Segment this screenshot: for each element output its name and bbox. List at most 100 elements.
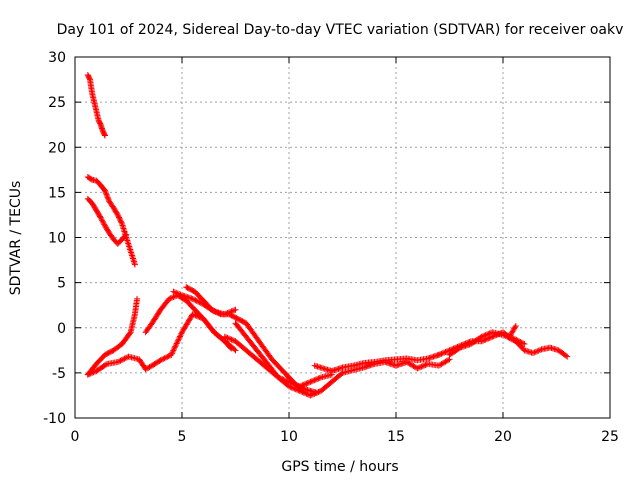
x-tick-label: 20 [494, 429, 512, 445]
data-point [157, 357, 164, 364]
data-point [175, 336, 182, 343]
data-point [101, 131, 108, 138]
data-point [280, 376, 287, 383]
data-point [168, 351, 175, 358]
data-point [310, 377, 317, 384]
data-point [315, 389, 322, 396]
data-point [116, 214, 123, 221]
data-point [298, 382, 305, 389]
data-point [173, 289, 180, 296]
data-point [422, 361, 429, 368]
data-point [564, 353, 571, 360]
data-point [195, 298, 202, 305]
data-point [87, 370, 94, 377]
data-point [101, 132, 108, 139]
data-point [228, 308, 235, 315]
data-point [100, 220, 107, 227]
data-point [101, 221, 108, 228]
data-point [174, 339, 181, 346]
data-point [312, 390, 319, 397]
data-point [307, 392, 314, 399]
y-axis-label: SDTVAR / TECUs [8, 181, 24, 296]
data-point [115, 213, 122, 220]
data-point [177, 332, 184, 339]
data-point [117, 217, 124, 224]
series-arc-3 [84, 195, 130, 247]
data-point [302, 390, 309, 397]
data-point [338, 370, 345, 377]
data-point [170, 294, 177, 301]
data-point [86, 371, 93, 378]
data-point [167, 295, 174, 302]
data-point [143, 365, 150, 372]
data-point [170, 288, 177, 295]
data-point [97, 214, 104, 221]
series-arc-8 [170, 288, 239, 318]
data-point [168, 350, 175, 357]
data-point [177, 291, 184, 298]
data-point [121, 355, 128, 362]
data-point [286, 378, 292, 385]
data-point [224, 334, 231, 341]
series-arc-4 [84, 295, 141, 378]
data-point [86, 75, 93, 82]
data-point [277, 375, 284, 382]
data-point [173, 340, 180, 347]
data-point [122, 232, 129, 239]
data-point [117, 218, 124, 225]
data-point [189, 311, 196, 318]
data-point [102, 361, 109, 368]
data-point [174, 290, 181, 297]
data-point [537, 347, 544, 354]
data-point [170, 347, 177, 354]
data-point [300, 381, 307, 388]
data-point [169, 349, 176, 356]
chart-title: Day 101 of 2024, Sidereal Day-to-day VTE… [57, 22, 624, 38]
data-point [445, 357, 452, 364]
data-point [118, 357, 125, 364]
data-point [209, 307, 216, 314]
x-tick-label: 10 [280, 429, 298, 445]
data-point [225, 335, 232, 342]
y-tick-label: -10 [43, 411, 66, 427]
data-point [478, 333, 485, 340]
data-point [276, 374, 283, 381]
series-arc-9 [232, 320, 346, 399]
data-point [421, 362, 428, 369]
data-point [315, 375, 322, 382]
data-point [443, 348, 450, 355]
data-point [123, 231, 130, 238]
data-point [294, 382, 301, 389]
data-point [178, 330, 185, 337]
data-point [158, 356, 165, 363]
data-point [99, 218, 106, 225]
data-point [170, 346, 177, 353]
data-point [126, 330, 133, 337]
data-point [145, 364, 152, 371]
data-point [98, 215, 105, 222]
data-point [439, 350, 446, 357]
data-point [284, 378, 291, 385]
data-point [196, 299, 203, 306]
data-point [296, 383, 303, 390]
data-point [303, 380, 310, 387]
series-arc-16 [504, 333, 571, 360]
data-point [417, 364, 424, 371]
data-point [531, 349, 538, 356]
axes: 0 5 10 15 20 25 -10 -5 0 5 10 15 20 25 30 [43, 50, 619, 445]
data-point [227, 344, 234, 351]
series-arc-10 [221, 333, 335, 390]
data-point [521, 340, 528, 347]
data-point [134, 295, 141, 302]
data-point [314, 389, 321, 396]
data-point [275, 374, 282, 381]
data-point [308, 378, 315, 385]
data-point [232, 306, 239, 313]
data-point [302, 381, 309, 388]
x-axis-label: GPS time / hours [281, 459, 398, 475]
data-point [562, 352, 569, 359]
data-point [131, 261, 138, 268]
data-point [438, 350, 445, 357]
data-point [292, 381, 299, 388]
